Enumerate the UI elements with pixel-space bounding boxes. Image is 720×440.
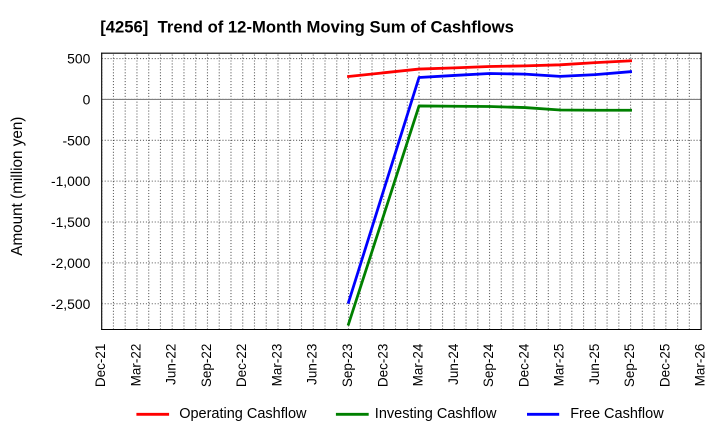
svg-text:-500: -500	[63, 132, 91, 148]
svg-text:Mar-23: Mar-23	[269, 344, 284, 387]
svg-text:Investing Cashflow: Investing Cashflow	[375, 406, 497, 422]
svg-text:Amount (million yen): Amount (million yen)	[9, 117, 26, 256]
svg-text:Free Cashflow: Free Cashflow	[570, 406, 664, 422]
svg-text:Jun-25: Jun-25	[587, 344, 602, 385]
svg-text:Operating Cashflow: Operating Cashflow	[179, 406, 307, 422]
svg-text:Mar-25: Mar-25	[552, 344, 567, 387]
svg-text:-1,000: -1,000	[51, 173, 91, 189]
svg-text:Dec-22: Dec-22	[234, 344, 249, 387]
svg-text:-2,000: -2,000	[51, 255, 91, 271]
svg-text:0: 0	[83, 91, 91, 107]
svg-text:Jun-24: Jun-24	[446, 343, 461, 385]
svg-text:Dec-25: Dec-25	[657, 344, 672, 387]
svg-text:Jun-22: Jun-22	[164, 344, 179, 385]
svg-text:Dec-24: Dec-24	[516, 343, 531, 387]
svg-text:Sep-24: Sep-24	[481, 343, 496, 387]
svg-text:-2,500: -2,500	[51, 296, 91, 312]
svg-text:Mar-24: Mar-24	[411, 343, 426, 386]
svg-text:Mar-26: Mar-26	[693, 344, 708, 387]
svg-text:Dec-21: Dec-21	[93, 344, 108, 387]
svg-text:500: 500	[67, 51, 90, 67]
svg-text:Sep-23: Sep-23	[340, 344, 355, 387]
svg-text:[4256] Trend of 12-Month Movi: [4256] Trend of 12-Month Moving Sum of C…	[100, 17, 514, 36]
svg-text:Dec-23: Dec-23	[375, 344, 390, 387]
svg-text:Sep-25: Sep-25	[622, 344, 637, 387]
svg-text:-1,500: -1,500	[51, 214, 91, 230]
svg-text:Mar-22: Mar-22	[128, 344, 143, 387]
svg-text:Jun-23: Jun-23	[305, 344, 320, 385]
svg-text:Sep-22: Sep-22	[199, 344, 214, 387]
